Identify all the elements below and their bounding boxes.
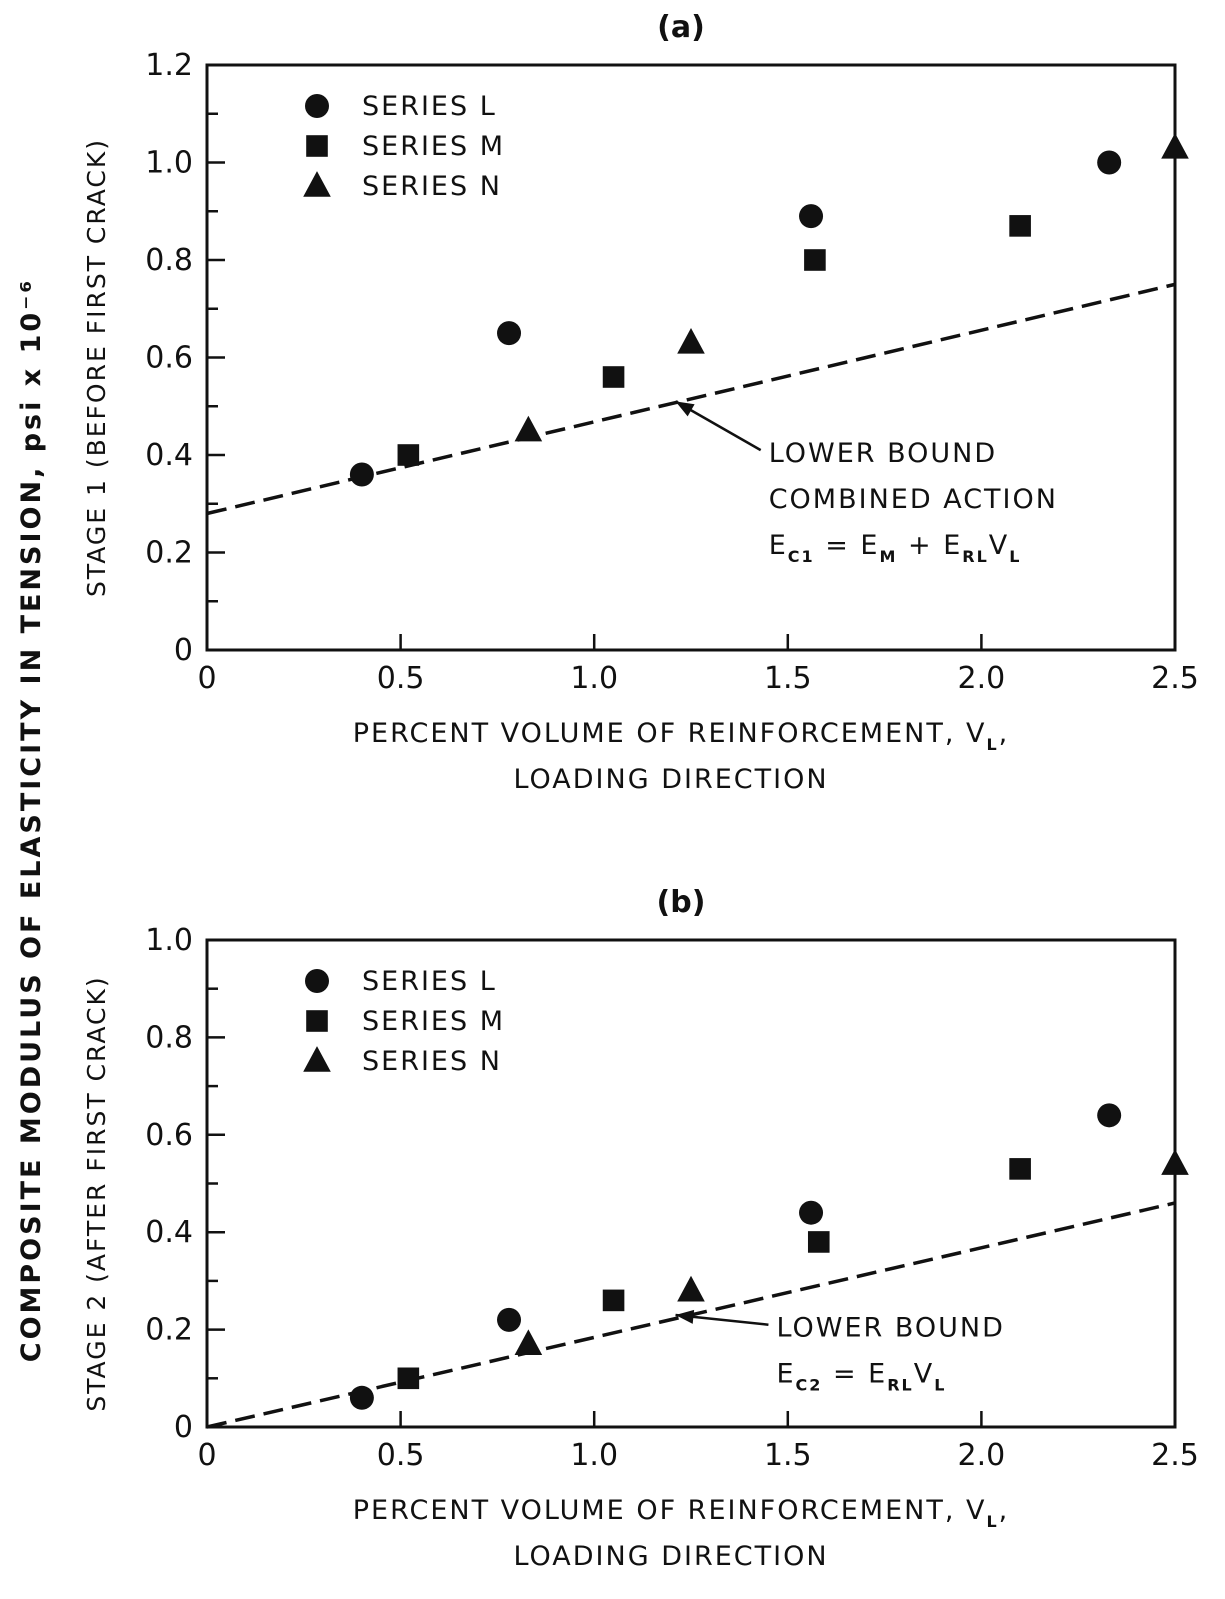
x-tick-label: 0 [197,661,216,696]
y-tick-label: 1.0 [145,923,193,958]
data-point [799,204,824,229]
annotation-formula: EC1 = EM + ERLVL [769,530,1022,566]
y-tick-label: 0.6 [145,341,193,376]
chart-panel-b: (b) 0 0.2 0.4 0.6 0.8 1.0 0 0.5 1.0 1.5 2.0 2.5 STAGE… [82,885,1199,1572]
x-tick-label: 2.0 [958,661,1006,696]
y-tick-label: 0.2 [145,1313,193,1348]
y-tick-label: 1.0 [145,146,193,181]
x-tick-label: 2.0 [958,1438,1006,1473]
shared-y-axis-label: COMPOSITE MODULUS OF ELASTICITY IN TENSI… [16,278,47,1363]
annotation-formula: EC2 = ERLVL [776,1359,946,1395]
annotation-arrow-head [675,401,695,417]
panel-label: (a) [657,10,705,45]
legend-entry-label: SERIES N [362,1046,502,1077]
x-tick-label: 0.5 [377,1438,425,1473]
legend-entry-label: SERIES M [362,1006,505,1037]
x-tick-label: 0.5 [377,661,425,696]
legend-marker [306,135,328,157]
x-tick-label: 1.0 [570,661,618,696]
data-point [349,462,374,487]
data-point [807,1231,830,1253]
x-tick-label: 0 [197,1438,216,1473]
data-point [497,321,522,346]
data-point [397,444,420,466]
x-axis-label-line2: LOADING DIRECTION [513,764,828,795]
x-tick-label: 1.5 [764,661,812,696]
x-tick-label: 1.0 [570,1438,618,1473]
plot-frame [205,63,1177,652]
data-point [677,1275,705,1302]
y-tick-label: 0.8 [145,243,193,278]
x-axis-label: PERCENT VOLUME OF REINFORCEMENT, VL, [353,1495,1010,1531]
legend-marker [303,1046,331,1072]
data-point [677,327,705,354]
x-tick-label: 2.5 [1151,1438,1199,1473]
annotation-label-line2: COMBINED ACTION [769,484,1058,515]
legend-entry-label: SERIES L [362,91,497,122]
data-point [602,366,625,388]
y-tick-label: 0 [174,1410,193,1445]
y-axis-label: STAGE 1 (BEFORE FIRST CRACK) [82,138,111,597]
legend-entry-label: SERIES L [362,966,497,997]
data-point [514,1329,543,1356]
lower-bound-line [206,282,1176,516]
y-tick-label: 0 [174,633,193,668]
x-tick-label: 2.5 [1151,661,1199,696]
legend-entry-label: SERIES N [362,171,502,202]
data-point [1009,1158,1031,1180]
y-tick-label: 0.6 [145,1118,193,1153]
y-tick-label: 0.2 [145,536,193,571]
data-point [497,1307,522,1332]
y-tick-label: 0.8 [145,1020,193,1055]
data-point [1097,150,1122,175]
data-point [1097,1103,1122,1128]
data-point [397,1367,420,1390]
legend-marker [306,1010,328,1032]
data-point [514,415,543,442]
x-tick-label: 1.5 [764,1438,812,1473]
y-tick-label: 1.2 [145,48,193,83]
panel-label: (b) [657,885,706,920]
chart-panel-a: (a) 0 0.2 0.4 0.6 0.8 1.0 1.2 0 0.5 1.0 1.5 2.0 2.5 ST… [82,10,1199,795]
data-point [1009,215,1031,237]
legend-entry-label: SERIES M [362,131,505,162]
data-point [349,1385,374,1410]
legend-marker [305,94,329,118]
y-tick-label: 0.4 [145,438,193,473]
x-axis-label-line2: LOADING DIRECTION [513,1541,828,1572]
x-axis-label: PERCENT VOLUME OF REINFORCEMENT, VL, [353,718,1010,754]
plot-frame [205,938,1177,1429]
annotation-label: LOWER BOUND [769,438,997,469]
legend-marker [305,969,329,993]
y-axis-label: STAGE 2 (AFTER FIRST CRACK) [82,975,111,1411]
data-point [1161,132,1189,159]
annotation-label: LOWER BOUND [776,1313,1004,1344]
data-point [804,249,826,271]
y-tick-label: 0.4 [145,1215,193,1250]
data-point [602,1289,625,1312]
data-point [799,1200,824,1225]
annotation-arrow-head [675,1309,695,1324]
data-point [1161,1149,1189,1175]
legend-marker [303,171,331,197]
